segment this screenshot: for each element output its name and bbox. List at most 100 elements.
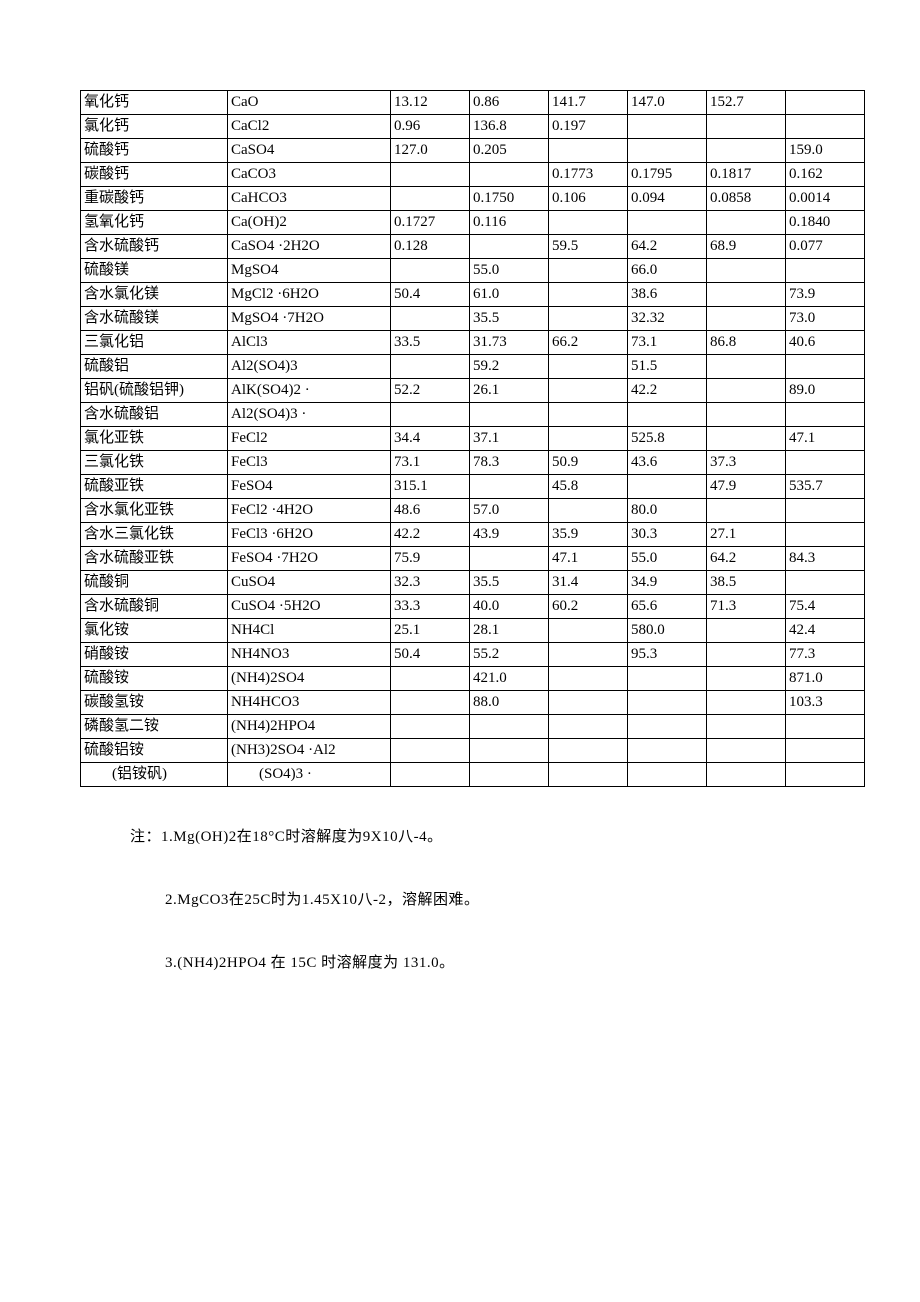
cell-value: 50.9 <box>549 451 628 475</box>
cell-formula: MgSO4 <box>228 259 391 283</box>
cell-value: 31.73 <box>470 331 549 355</box>
cell-value: 0.96 <box>391 115 470 139</box>
cell-value: 47.1 <box>786 427 865 451</box>
cell-value <box>628 691 707 715</box>
cell-value <box>707 283 786 307</box>
table-row: 硝酸铵NH4NO350.455.295.377.3 <box>81 643 865 667</box>
cell-formula: FeSO4 ·7H2O <box>228 547 391 571</box>
cell-value <box>786 115 865 139</box>
table-row: 铝矾(硫酸铝钾)AlK(SO4)2 ·52.226.142.289.0 <box>81 379 865 403</box>
cell-formula: CaHCO3 <box>228 187 391 211</box>
table-row: 硫酸铵(NH4)2SO4421.0871.0 <box>81 667 865 691</box>
cell-value: 0.86 <box>470 91 549 115</box>
cell-formula: NH4NO3 <box>228 643 391 667</box>
cell-value: 73.0 <box>786 307 865 331</box>
cell-value <box>786 571 865 595</box>
cell-name: 磷酸氢二铵 <box>81 715 228 739</box>
cell-name: 碳酸钙 <box>81 163 228 187</box>
cell-value: 55.2 <box>470 643 549 667</box>
note-label: 注： <box>130 829 161 845</box>
cell-value <box>549 643 628 667</box>
cell-value: 0.1750 <box>470 187 549 211</box>
cell-formula: NH4HCO3 <box>228 691 391 715</box>
table-row: 含水硫酸钙CaSO4 ·2H2O0.12859.564.268.90.077 <box>81 235 865 259</box>
cell-value <box>786 91 865 115</box>
cell-value: 33.5 <box>391 331 470 355</box>
cell-value: 30.3 <box>628 523 707 547</box>
cell-value <box>707 403 786 427</box>
cell-value: 37.1 <box>470 427 549 451</box>
cell-value: 71.3 <box>707 595 786 619</box>
cell-value: 0.0858 <box>707 187 786 211</box>
cell-value: 34.9 <box>628 571 707 595</box>
cell-value <box>391 403 470 427</box>
cell-value: 55.0 <box>470 259 549 283</box>
cell-name: 含水硫酸镁 <box>81 307 228 331</box>
cell-value <box>549 139 628 163</box>
cell-value <box>628 739 707 763</box>
cell-value: 48.6 <box>391 499 470 523</box>
cell-value: 147.0 <box>628 91 707 115</box>
table-row: 三氯化铁FeCl373.178.350.943.637.3 <box>81 451 865 475</box>
solubility-table: 氧化钙CaO13.120.86141.7147.0152.7氯化钙CaCl20.… <box>80 90 865 787</box>
cell-value <box>470 547 549 571</box>
cell-value <box>549 427 628 451</box>
cell-name: 含水氯化镁 <box>81 283 228 307</box>
cell-value <box>549 355 628 379</box>
table-row: 含水硫酸镁MgSO4 ·7H2O35.532.3273.0 <box>81 307 865 331</box>
cell-name: 含水三氯化铁 <box>81 523 228 547</box>
cell-value <box>628 475 707 499</box>
cell-name: 三氯化铝 <box>81 331 228 355</box>
cell-name: (铝铵矾) <box>81 763 228 787</box>
cell-value: 66.0 <box>628 259 707 283</box>
cell-formula: FeCl2 ·4H2O <box>228 499 391 523</box>
cell-formula: AlCl3 <box>228 331 391 355</box>
cell-value: 535.7 <box>786 475 865 499</box>
cell-value: 28.1 <box>470 619 549 643</box>
cell-value <box>391 187 470 211</box>
cell-value: 35.5 <box>470 307 549 331</box>
cell-value <box>707 739 786 763</box>
table-row: 硫酸铝铵(NH3)2SO4 ·Al2 <box>81 739 865 763</box>
cell-value: 64.2 <box>628 235 707 259</box>
cell-value: 38.5 <box>707 571 786 595</box>
cell-value: 42.4 <box>786 619 865 643</box>
cell-value <box>628 763 707 787</box>
table-row: 硫酸钙CaSO4127.00.205159.0 <box>81 139 865 163</box>
notes-section: 注：1.Mg(OH)2在18°C时溶解度为9X10八-4。 2.MgCO3在25… <box>80 825 840 972</box>
cell-formula: (NH4)2SO4 <box>228 667 391 691</box>
cell-value: 57.0 <box>470 499 549 523</box>
cell-name: 硫酸镁 <box>81 259 228 283</box>
cell-value: 45.8 <box>549 475 628 499</box>
cell-value <box>549 739 628 763</box>
cell-value <box>707 139 786 163</box>
cell-value <box>549 211 628 235</box>
cell-value <box>707 619 786 643</box>
cell-name: 碳酸氢铵 <box>81 691 228 715</box>
cell-value: 152.7 <box>707 91 786 115</box>
cell-value: 0.197 <box>549 115 628 139</box>
cell-value: 84.3 <box>786 547 865 571</box>
cell-formula: CaCl2 <box>228 115 391 139</box>
cell-name: 硝酸铵 <box>81 643 228 667</box>
table-row: 含水氯化镁MgCl2 ·6H2O50.461.038.673.9 <box>81 283 865 307</box>
cell-formula: MgCl2 ·6H2O <box>228 283 391 307</box>
cell-formula: CuSO4 <box>228 571 391 595</box>
cell-name: 三氯化铁 <box>81 451 228 475</box>
cell-value <box>786 355 865 379</box>
cell-value <box>549 715 628 739</box>
note-1: 注：1.Mg(OH)2在18°C时溶解度为9X10八-4。 <box>130 825 840 846</box>
table-row: 硫酸铜CuSO432.335.531.434.938.5 <box>81 571 865 595</box>
cell-value <box>707 715 786 739</box>
cell-value: 0.106 <box>549 187 628 211</box>
cell-value <box>707 115 786 139</box>
table-row: (铝铵矾)(SO4)3 · <box>81 763 865 787</box>
cell-value <box>549 307 628 331</box>
table-row: 含水硫酸铝Al2(SO4)3 · <box>81 403 865 427</box>
cell-value <box>628 115 707 139</box>
cell-value: 0.1727 <box>391 211 470 235</box>
note-text-2: 2.MgCO3在25C时为1.45X10八-2，溶解困难。 <box>165 892 480 908</box>
cell-formula: CuSO4 ·5H2O <box>228 595 391 619</box>
cell-formula: Al2(SO4)3 <box>228 355 391 379</box>
cell-value: 73.1 <box>628 331 707 355</box>
